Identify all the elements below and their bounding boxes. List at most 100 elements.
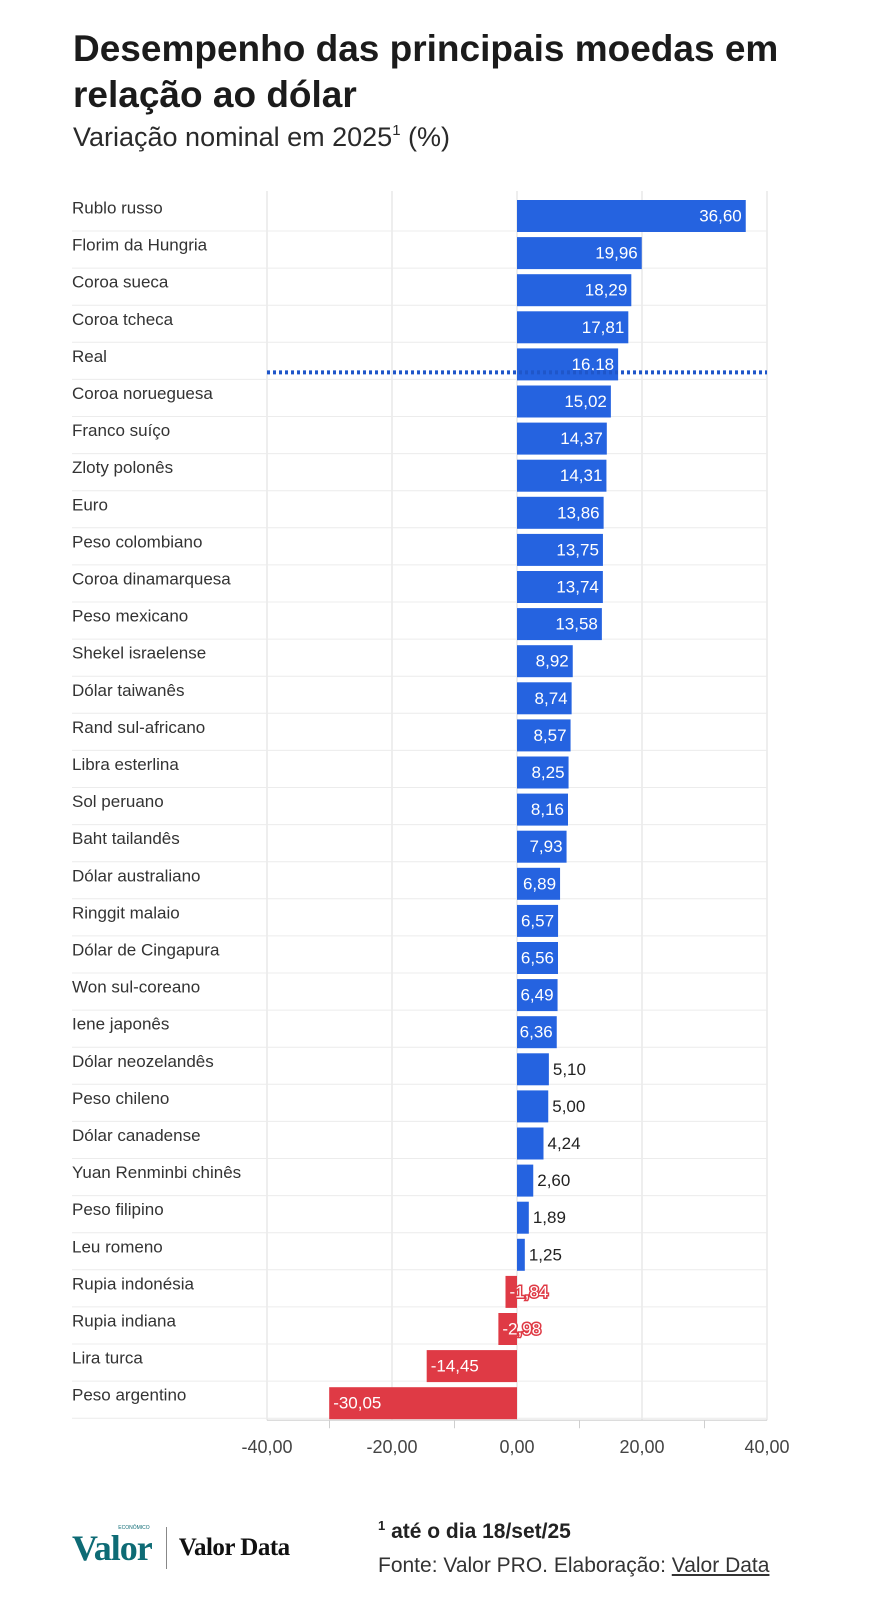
- bar: [498, 1313, 517, 1345]
- category-label: Real: [72, 347, 107, 366]
- bar-value-label: 8,57: [533, 726, 566, 745]
- category-label: Peso argentino: [72, 1386, 186, 1405]
- category-label: Shekel israelense: [72, 644, 206, 663]
- subtitle-unit: (%): [400, 122, 451, 152]
- bar: [517, 645, 573, 678]
- category-label: Franco suíço: [72, 421, 170, 440]
- source-text: Fonte: Valor PRO. Elaboração:: [378, 1554, 672, 1577]
- bar-value-label: 14,31: [560, 466, 603, 485]
- category-label: Dólar neozelandês: [72, 1052, 214, 1071]
- category-label: Yuan Renminbi chinês: [72, 1163, 241, 1182]
- bar: [517, 274, 632, 307]
- x-tick-label: 20,00: [619, 1437, 664, 1457]
- category-label: Rublo russo: [72, 198, 163, 217]
- bar-value-label: 1,25: [529, 1245, 562, 1264]
- bar: [517, 1164, 534, 1197]
- bar: [517, 1016, 557, 1049]
- bar-value-label: 5,00: [552, 1097, 585, 1116]
- bar-value-label: -1,84: [510, 1282, 549, 1301]
- category-label: Coroa tcheca: [72, 310, 174, 329]
- category-label: Libra esterlina: [72, 755, 179, 774]
- subtitle-footnote-mark: 1: [392, 122, 401, 139]
- category-label: Dólar de Cingapura: [72, 940, 220, 959]
- chart-subtitle: Variação nominal em 20251 (%): [73, 114, 450, 154]
- bar-value-label: 14,37: [560, 429, 603, 448]
- bar: [517, 1201, 529, 1234]
- category-label: Coroa dinamarquesa: [72, 569, 231, 588]
- bar: [517, 1053, 549, 1086]
- bar: [517, 1238, 525, 1271]
- bar-value-label: 6,89: [523, 874, 556, 893]
- category-label: Won sul-coreano: [72, 978, 200, 997]
- category-label: Peso colombiano: [72, 532, 202, 551]
- category-label: Dólar australiano: [72, 866, 201, 885]
- bar-value-label: 17,81: [582, 318, 625, 337]
- category-label: Zloty polonês: [72, 458, 173, 477]
- bar-value-label: -30,05: [333, 1394, 381, 1413]
- bar: [517, 756, 569, 789]
- bar: [517, 348, 619, 381]
- bar: [517, 422, 607, 455]
- footnote: 1 até o dia 18/set/25: [378, 1518, 571, 1544]
- category-label: Iene japonês: [72, 1015, 169, 1034]
- bar: [517, 830, 567, 863]
- category-label: Rupia indiana: [72, 1311, 177, 1330]
- category-label: Euro: [72, 495, 108, 514]
- valor-logo-text: Valor: [72, 1528, 153, 1568]
- source-link[interactable]: Valor Data: [671, 1554, 770, 1577]
- category-label: Dólar canadense: [72, 1126, 201, 1145]
- x-tick-label: -40,00: [241, 1437, 292, 1457]
- category-label: Peso mexicano: [72, 607, 188, 626]
- category-label: Rupia indonésia: [72, 1274, 194, 1293]
- bar-value-label: 2,60: [537, 1171, 570, 1190]
- bar: [517, 496, 604, 529]
- logo-divider: [165, 1527, 167, 1569]
- category-label: Florim da Hungria: [72, 236, 208, 255]
- bar: [517, 793, 568, 826]
- category-label: Ringgit malaio: [72, 903, 180, 922]
- bar-value-label: 13,74: [556, 577, 599, 596]
- bar-value-label: 13,86: [557, 503, 600, 522]
- category-label: Dólar taiwanês: [72, 681, 184, 700]
- x-tick-label: -20,00: [366, 1437, 417, 1457]
- bar: [329, 1387, 517, 1420]
- bar-value-label: 7,93: [529, 837, 562, 856]
- category-label: Lira turca: [72, 1349, 143, 1368]
- x-tick-label: 40,00: [744, 1437, 789, 1457]
- bar-value-label: 8,92: [536, 652, 569, 671]
- footnote-text: até o dia 18/set/25: [385, 1520, 571, 1543]
- bar: [517, 904, 559, 937]
- bar: [517, 1127, 544, 1160]
- bar-value-label: 6,57: [521, 911, 554, 930]
- bar: [517, 533, 603, 566]
- bar-value-label: 13,58: [555, 615, 598, 634]
- bar: [517, 311, 629, 344]
- bar-value-label: 6,56: [521, 948, 554, 967]
- bar-value-label: 8,74: [535, 689, 568, 708]
- publisher-logos: ECONÔMICO Valor Valor Data: [72, 1523, 290, 1573]
- bar: [517, 942, 558, 974]
- category-label: Leu romeno: [72, 1237, 163, 1256]
- category-label: Coroa norueguesa: [72, 384, 213, 403]
- bar-value-label: 6,49: [520, 986, 553, 1005]
- bar-value-label: 5,10: [553, 1060, 586, 1079]
- bar-value-label: 8,16: [531, 800, 564, 819]
- bar: [517, 459, 607, 492]
- bar-value-label: 6,36: [520, 1023, 553, 1042]
- valor-data-logo: Valor Data: [178, 1534, 290, 1561]
- bar: [426, 1350, 517, 1383]
- source-note: Fonte: Valor PRO. Elaboração: Valor Data: [378, 1554, 769, 1578]
- bar: [517, 1090, 549, 1123]
- bar-value-label: 13,75: [556, 540, 599, 559]
- x-tick-label: 0,00: [499, 1437, 534, 1457]
- valor-logo-small-text: ECONÔMICO: [118, 1525, 150, 1531]
- bar-value-label: 15,02: [564, 392, 607, 411]
- category-label: Rand sul-africano: [72, 718, 205, 737]
- bar: [517, 867, 561, 900]
- bar: [517, 682, 572, 715]
- subtitle-text: Variação nominal em 2025: [73, 122, 393, 152]
- bar: [517, 979, 558, 1012]
- category-label: Sol peruano: [72, 792, 164, 811]
- bar: [517, 571, 603, 603]
